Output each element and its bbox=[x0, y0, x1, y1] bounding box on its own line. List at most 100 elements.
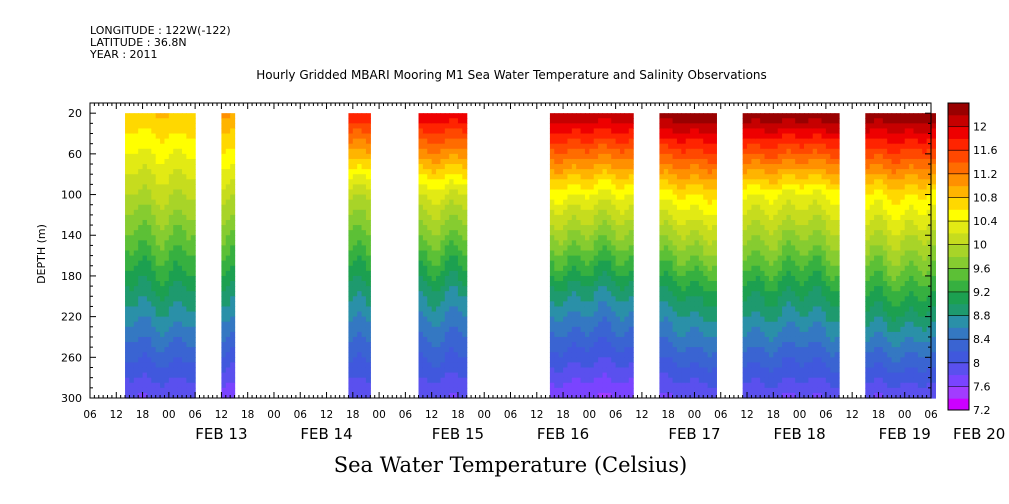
heat-cell bbox=[440, 255, 446, 262]
heat-cell bbox=[698, 235, 704, 241]
heat-cell bbox=[663, 133, 669, 140]
heat-cell bbox=[554, 367, 560, 374]
heat-cell bbox=[554, 204, 560, 211]
heat-cell bbox=[602, 270, 608, 277]
heat-cell bbox=[190, 352, 196, 358]
heat-cell bbox=[449, 153, 455, 160]
heat-cell bbox=[146, 184, 152, 191]
heat-cell bbox=[181, 123, 187, 130]
heat-cell bbox=[659, 138, 665, 145]
heat-cell bbox=[352, 387, 358, 394]
heat-cell bbox=[352, 143, 358, 150]
heat-cell bbox=[672, 245, 678, 252]
heat-cell bbox=[799, 347, 805, 353]
heat-cell bbox=[436, 377, 442, 384]
heat-cell bbox=[615, 321, 621, 328]
heat-cell bbox=[436, 133, 442, 140]
heat-cell bbox=[777, 199, 783, 206]
heat-cell bbox=[821, 219, 827, 226]
heat-cell bbox=[685, 321, 691, 328]
heat-cell bbox=[567, 301, 573, 308]
heat-cell bbox=[133, 250, 139, 257]
data-segment bbox=[221, 113, 236, 399]
heat-cell bbox=[795, 291, 801, 297]
heat-cell bbox=[576, 291, 582, 297]
heat-cell bbox=[418, 362, 424, 369]
heat-cell bbox=[606, 164, 612, 170]
heat-cell bbox=[146, 316, 152, 323]
heat-cell bbox=[773, 326, 779, 333]
heat-cell bbox=[799, 113, 805, 119]
heat-cell bbox=[602, 138, 608, 145]
heat-cell bbox=[125, 194, 131, 201]
heat-cell bbox=[620, 260, 625, 267]
heat-cell bbox=[742, 169, 748, 175]
heat-cell bbox=[155, 347, 161, 353]
heat-cell bbox=[160, 367, 166, 374]
heat-cell bbox=[747, 352, 753, 358]
heat-cell bbox=[181, 164, 187, 170]
heat-cell bbox=[361, 265, 367, 272]
heat-cell bbox=[593, 275, 599, 282]
heat-cell bbox=[142, 265, 148, 272]
heat-cell bbox=[138, 321, 144, 328]
heat-cell bbox=[707, 189, 713, 196]
heat-cell bbox=[457, 311, 463, 318]
heat-cell bbox=[422, 316, 428, 323]
heat-cell bbox=[606, 158, 612, 165]
heat-cell bbox=[576, 164, 582, 170]
heat-cell bbox=[348, 194, 354, 201]
heat-cell bbox=[659, 347, 665, 353]
heat-cell bbox=[620, 255, 625, 262]
heat-cell bbox=[580, 336, 586, 343]
heat-cell bbox=[782, 357, 788, 363]
heat-cell bbox=[142, 250, 148, 257]
heat-cell bbox=[768, 189, 774, 196]
heat-cell bbox=[676, 209, 682, 216]
heat-cell bbox=[449, 230, 455, 236]
heat-cell bbox=[584, 174, 590, 180]
heat-cell bbox=[620, 245, 625, 252]
heat-cell bbox=[142, 301, 148, 308]
heat-cell bbox=[782, 331, 788, 338]
heat-cell bbox=[782, 133, 788, 140]
heat-cell bbox=[676, 153, 682, 160]
heat-cell bbox=[611, 189, 617, 196]
heat-cell bbox=[230, 225, 236, 231]
heat-cell bbox=[357, 362, 363, 369]
heat-cell bbox=[589, 377, 595, 384]
heat-cell bbox=[602, 357, 608, 363]
heat-cell bbox=[672, 296, 678, 302]
heat-cell bbox=[427, 138, 433, 145]
heat-cell bbox=[589, 387, 595, 394]
heat-cell bbox=[755, 245, 761, 252]
heat-cell bbox=[462, 382, 468, 389]
heat-cell bbox=[628, 275, 634, 282]
heat-cell bbox=[703, 301, 709, 308]
heat-cell bbox=[799, 138, 805, 145]
heat-cell bbox=[444, 230, 450, 236]
heat-cell bbox=[795, 387, 801, 394]
heat-cell bbox=[593, 296, 599, 302]
heat-cell bbox=[782, 362, 788, 369]
heat-cell bbox=[768, 128, 774, 135]
heat-cell bbox=[624, 153, 630, 160]
heat-cell bbox=[365, 214, 371, 221]
heat-cell bbox=[628, 133, 634, 140]
heat-cell bbox=[685, 235, 691, 241]
heat-cell bbox=[834, 392, 840, 399]
heat-cell bbox=[825, 326, 831, 333]
heat-cell bbox=[563, 184, 569, 191]
heat-cell bbox=[760, 209, 766, 216]
heat-cell bbox=[606, 382, 612, 389]
heat-cell bbox=[711, 204, 717, 211]
heat-cell bbox=[177, 240, 183, 247]
heat-cell bbox=[681, 225, 687, 231]
heat-cell bbox=[821, 367, 827, 374]
heat-cell bbox=[146, 230, 152, 236]
heat-cell bbox=[825, 118, 831, 124]
heat-cell bbox=[567, 225, 573, 231]
heat-cell bbox=[221, 189, 227, 196]
heat-cell bbox=[808, 342, 814, 348]
heat-cell bbox=[168, 240, 174, 247]
